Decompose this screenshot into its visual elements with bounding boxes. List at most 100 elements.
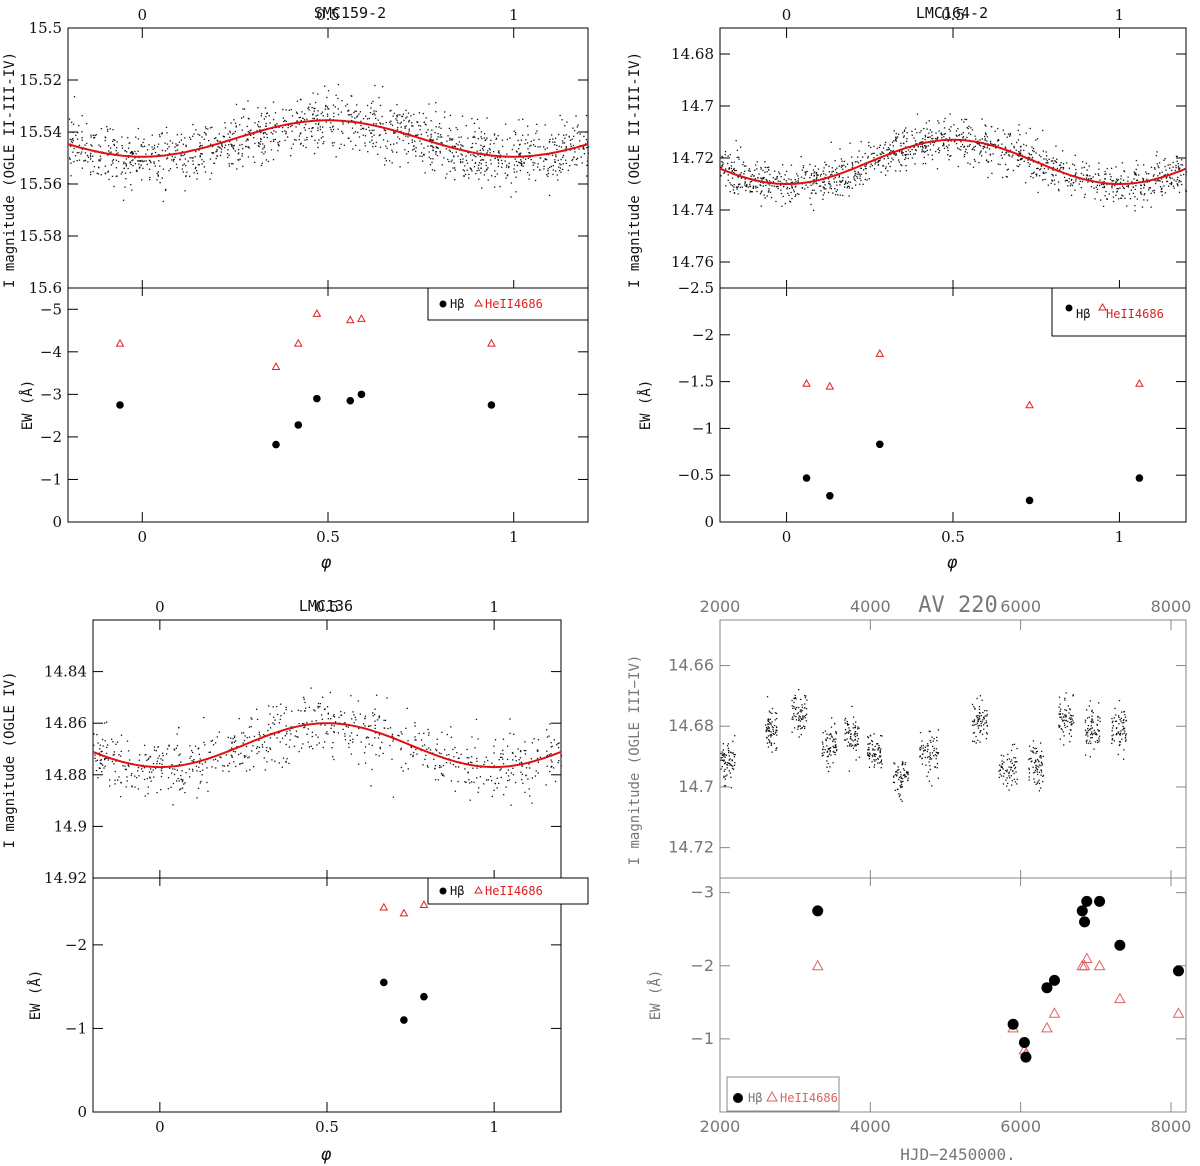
photometry-point (1058, 726, 1060, 728)
photometry-point (994, 143, 996, 146)
photometry-point (868, 757, 871, 760)
photometry-point (849, 142, 851, 144)
photometry-point (378, 716, 380, 718)
photometry-point (420, 739, 423, 741)
hbeta-point (116, 401, 124, 409)
photometry-point (281, 130, 284, 133)
photometry-point (1088, 165, 1090, 167)
photometry-point (1038, 764, 1041, 766)
photometry-point (925, 764, 927, 766)
photometry-point (303, 698, 305, 701)
photometry-point (99, 748, 101, 750)
photometry-point (514, 755, 517, 758)
photometry-point (924, 134, 926, 137)
photometry-point (1007, 168, 1009, 170)
photometry-point (731, 752, 733, 754)
photometry-point (316, 142, 319, 144)
photometry-point (509, 137, 511, 139)
photometry-point (923, 127, 925, 130)
photometry-point (241, 732, 243, 734)
photometry-point (209, 127, 212, 129)
photometry-point (402, 770, 404, 772)
photometry-point (846, 731, 848, 733)
photometry-point (835, 181, 838, 183)
photometry-point (350, 140, 352, 142)
photometry-point (1065, 714, 1067, 716)
photometry-point (321, 111, 324, 113)
photometry-point (854, 732, 856, 735)
photometry-point (1030, 757, 1032, 760)
photometry-point (270, 149, 273, 151)
y-tick-label: −3 (690, 883, 714, 902)
photometry-point (224, 122, 226, 124)
photometry-point (1096, 191, 1098, 193)
photometry-point (898, 769, 900, 771)
photometry-point (534, 179, 537, 182)
photometry-point (545, 784, 547, 786)
photometry-point (486, 168, 488, 170)
photometry-point (352, 738, 354, 740)
photometry-point (316, 118, 318, 120)
photometry-point (851, 739, 853, 741)
photometry-point (781, 205, 783, 207)
photometry-point (1039, 169, 1041, 171)
photometry-point (78, 144, 81, 146)
photometry-point (903, 129, 906, 131)
photometry-point (531, 742, 534, 744)
photometry-point (111, 175, 114, 178)
photometry-point (172, 160, 175, 162)
photometry-point (1071, 723, 1073, 725)
photometry-point (980, 725, 983, 727)
photometry-point (919, 756, 921, 758)
photometry-point (914, 153, 916, 155)
photometry-point (108, 178, 110, 181)
photometry-point (1117, 715, 1120, 717)
photometry-point (436, 749, 438, 752)
photometry-point (586, 164, 588, 167)
photometry-point (137, 788, 139, 790)
photometry-point (320, 137, 323, 139)
photometry-point (235, 126, 237, 128)
photometry-point (938, 152, 940, 154)
photometry-point (1092, 721, 1095, 723)
y-tick-label: 14.88 (44, 766, 87, 784)
photometry-point (325, 121, 327, 123)
photometry-point (373, 129, 375, 131)
photometry-point (1031, 760, 1033, 762)
photometry-point (290, 726, 292, 728)
photometry-point (836, 167, 838, 169)
photometry-point (157, 146, 159, 148)
photometry-point (406, 116, 408, 118)
photometry-point (1161, 187, 1163, 189)
photometry-point (1060, 716, 1062, 718)
photometry-point (545, 729, 548, 731)
photometry-point (208, 751, 210, 754)
photometry-point (1111, 185, 1113, 187)
photometry-point (333, 731, 335, 734)
photometry-point (893, 781, 896, 784)
photometry-point (868, 141, 870, 144)
photometry-point (452, 763, 455, 766)
photometry-point (1146, 173, 1148, 175)
photometry-point (108, 779, 111, 781)
photometry-point (1116, 191, 1118, 193)
photometry-point (489, 149, 491, 151)
photometry-point (900, 786, 902, 788)
photometry-point (504, 172, 506, 174)
photometry-point (836, 749, 838, 751)
photometry-point (229, 130, 231, 132)
photometry-point (405, 727, 407, 729)
photometry-point (227, 764, 229, 767)
photometry-point (894, 763, 896, 765)
photometry-point (868, 755, 871, 758)
hbeta-point (826, 491, 834, 500)
photometry-point (436, 738, 438, 740)
photometry-point (932, 740, 934, 742)
photometry-point (337, 108, 339, 110)
photometry-point (450, 129, 452, 132)
photometry-point (380, 123, 382, 125)
photometry-point (470, 168, 472, 170)
photometry-point (1051, 179, 1053, 181)
photometry-point (125, 165, 128, 167)
photometry-point (446, 140, 448, 142)
